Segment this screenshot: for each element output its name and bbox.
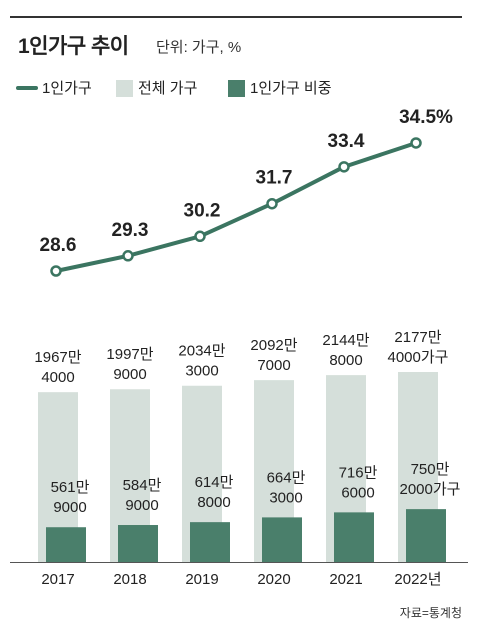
x-tick-label: 2020 bbox=[257, 571, 290, 588]
share-point bbox=[50, 265, 62, 277]
share-point bbox=[122, 250, 134, 262]
share-value-label: 29.3 bbox=[112, 220, 149, 241]
total-value-label: 4000가구 bbox=[388, 349, 449, 366]
top-rule bbox=[10, 16, 462, 18]
share-value-label: 28.6 bbox=[40, 235, 77, 256]
share-line bbox=[54, 140, 418, 273]
total-value-label: 2144만 bbox=[322, 332, 369, 349]
share-value-label: 33.4 bbox=[328, 131, 365, 152]
single-value-label: 716만 bbox=[339, 464, 378, 481]
single-household-bar bbox=[406, 509, 446, 562]
total-value-label: 2092만 bbox=[250, 337, 297, 354]
single-household-bar bbox=[334, 512, 374, 562]
single-household-bar bbox=[118, 525, 158, 562]
total-value-label: 8000 bbox=[329, 352, 362, 369]
x-tick-label: 2022년 bbox=[394, 571, 441, 588]
chart-subtitle: 단위: 가구, % bbox=[156, 39, 242, 56]
single-value-label: 664만 bbox=[267, 469, 306, 486]
single-value-label: 3000 bbox=[269, 489, 302, 506]
single-value-label: 9000 bbox=[53, 499, 86, 516]
legend-total-swatch bbox=[116, 80, 133, 97]
single-value-label: 750만 bbox=[411, 461, 450, 478]
legend-label: 전체 가구 bbox=[138, 80, 198, 97]
single-household-bar bbox=[262, 517, 302, 562]
single-household-bar bbox=[46, 527, 86, 562]
source-note: 자료=통계청 bbox=[399, 606, 462, 620]
share-point bbox=[194, 230, 206, 243]
total-value-label: 3000 bbox=[185, 363, 218, 380]
share-point bbox=[410, 137, 422, 149]
x-tick-label: 2019 bbox=[185, 571, 218, 588]
legend-single-swatch bbox=[228, 80, 245, 97]
single-value-label: 584만 bbox=[123, 477, 162, 494]
chart-title: 1인가구 추이 bbox=[18, 35, 129, 58]
single-value-label: 6000 bbox=[341, 484, 374, 501]
single-value-label: 9000 bbox=[125, 497, 158, 514]
x-tick-label: 2018 bbox=[113, 571, 146, 588]
single-value-label: 8000 bbox=[197, 494, 230, 511]
total-value-label: 1997만 bbox=[106, 346, 153, 363]
total-value-label: 7000 bbox=[257, 357, 290, 374]
legend-line-swatch bbox=[16, 86, 38, 90]
x-tick-label: 2017 bbox=[41, 571, 74, 588]
share-point bbox=[266, 197, 278, 210]
share-value-label: 30.2 bbox=[184, 200, 221, 221]
single-value-label: 2000가구 bbox=[400, 481, 461, 498]
share-point bbox=[338, 161, 350, 173]
share-value-label: 34.5% bbox=[399, 107, 453, 128]
total-value-label: 2034만 bbox=[178, 343, 225, 360]
total-value-label: 2177만 bbox=[394, 329, 441, 346]
single-value-label: 614만 bbox=[195, 474, 234, 491]
single-household-bar bbox=[190, 522, 230, 562]
single-value-label: 561만 bbox=[51, 479, 90, 496]
total-value-label: 4000 bbox=[41, 369, 74, 386]
total-value-label: 1967만 bbox=[34, 349, 81, 366]
legend-label: 1인가구 비중 bbox=[250, 80, 332, 97]
x-tick-label: 2021 bbox=[329, 571, 362, 588]
total-value-label: 9000 bbox=[113, 366, 146, 383]
share-value-label: 31.7 bbox=[256, 168, 293, 189]
legend-label: 1인가구 bbox=[42, 80, 92, 97]
